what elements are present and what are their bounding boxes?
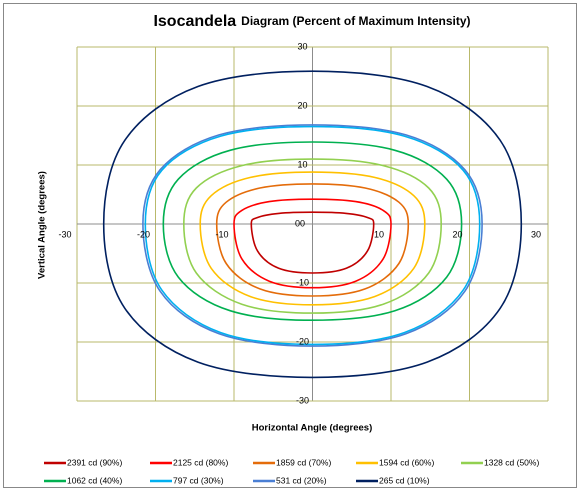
y-tick-label: 10 (297, 159, 307, 169)
x-axis-label: Horizontal Angle (degrees) (252, 423, 373, 434)
legend-label: 531 cd (20%) (276, 475, 327, 485)
legend-label: 2125 cd (80%) (173, 457, 228, 467)
y-tick-label: 0 (300, 218, 305, 228)
y-tick-label: -30 (296, 395, 309, 405)
contour-line (199, 171, 426, 306)
tick-labels: -30 -20 -10 0 10 20 30 -30 -20 -10 0 10 20 30 (58, 41, 541, 405)
contour-line (102, 70, 523, 379)
contour-line (215, 183, 410, 297)
chart-border (3, 3, 577, 488)
contour-line (233, 198, 392, 289)
contour-line (182, 158, 443, 314)
contours (102, 70, 523, 379)
legend-label: 2391 cd (90%) (67, 457, 122, 467)
legend-label: 1859 cd (70%) (276, 457, 331, 467)
y-tick-label: -20 (296, 336, 309, 346)
x-tick-label: 10 (374, 229, 384, 239)
y-axis-label: Vertical Angle (degrees) (37, 171, 48, 279)
x-tick-label: -30 (58, 229, 71, 239)
contour-line (162, 141, 463, 322)
legend: 2391 cd (90%) 2125 cd (80%) 1859 cd (70%) 1… (44, 457, 539, 485)
chart-title-line: Isocandela Diagram (Percent of Maximum In… (153, 13, 470, 30)
chart-subtitle: Diagram (Percent of Maximum Intensity) (241, 14, 470, 28)
x-tick-label: -10 (215, 229, 228, 239)
x-tick-label: 0 (295, 218, 300, 228)
legend-label: 1328 cd (50%) (484, 457, 539, 467)
legend-label: 1062 cd (40%) (67, 475, 122, 485)
y-tick-label: 20 (297, 100, 307, 110)
legend-label: 1594 cd (60%) (379, 457, 434, 467)
chart-title: Isocandela (153, 13, 236, 30)
y-tick-label: -10 (296, 277, 309, 287)
x-tick-label: 30 (531, 229, 541, 239)
y-tick-label: 30 (297, 41, 307, 51)
contour-line (144, 125, 481, 346)
contour-line (250, 211, 375, 274)
x-tick-label: 20 (452, 229, 462, 239)
legend-label: 265 cd (10%) (379, 475, 430, 485)
contour-line (142, 124, 483, 347)
x-tick-label: -20 (137, 229, 150, 239)
legend-label: 797 cd (30%) (173, 475, 224, 485)
